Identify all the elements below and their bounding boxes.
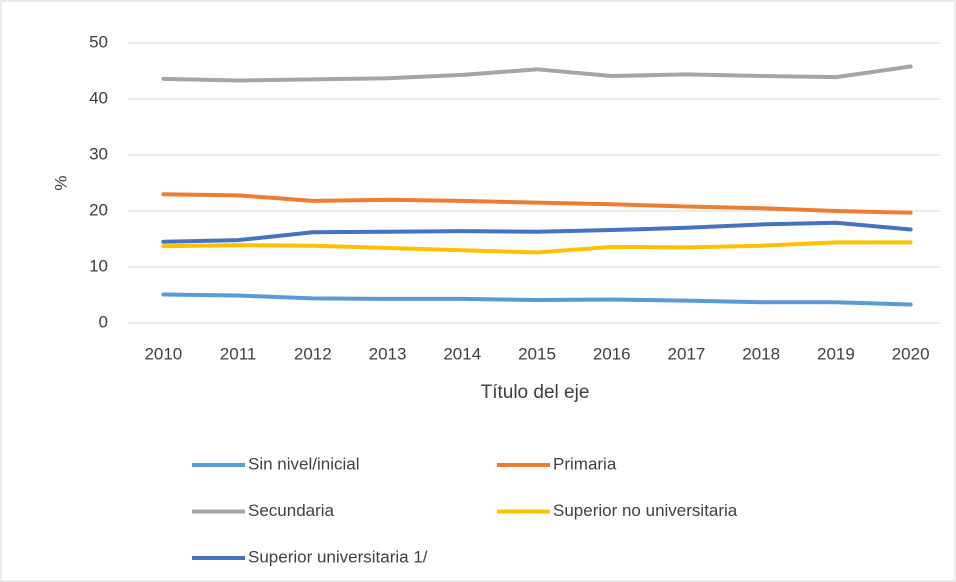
y-tick-label: 0	[99, 312, 108, 331]
series-line	[161, 292, 913, 307]
x-tick-label: 2020	[892, 344, 930, 363]
y-axis-title: %	[51, 175, 70, 190]
legend-label: Secundaria	[248, 501, 335, 520]
x-tick-label: 2014	[443, 344, 481, 363]
y-tick-label: 40	[89, 88, 108, 107]
y-tick-label: 10	[89, 256, 108, 275]
series-line	[161, 220, 913, 244]
series-line	[161, 192, 913, 215]
legend-label: Superior universitaria 1/	[248, 547, 428, 566]
y-tick-label: 30	[89, 144, 108, 163]
series-line	[161, 64, 913, 83]
x-tick-label: 2013	[369, 344, 407, 363]
y-tick-label: 50	[89, 32, 108, 51]
x-axis-title: Título del eje	[481, 382, 590, 403]
x-tick-label: 2015	[518, 344, 556, 363]
x-tick-label: 2016	[593, 344, 631, 363]
x-tick-label: 2018	[742, 344, 780, 363]
x-tick-label: 2012	[294, 344, 332, 363]
series-line	[161, 240, 913, 255]
x-tick-label: 2017	[668, 344, 706, 363]
x-tick-label: 2011	[220, 344, 257, 363]
y-tick-label: 20	[89, 200, 108, 219]
x-tick-label: 2019	[817, 344, 855, 363]
legend-label: Sin nivel/inicial	[248, 454, 360, 473]
legend-label: Superior no universitaria	[553, 501, 738, 520]
x-tick-label: 2010	[144, 344, 182, 363]
legend-label: Primaria	[553, 454, 617, 473]
